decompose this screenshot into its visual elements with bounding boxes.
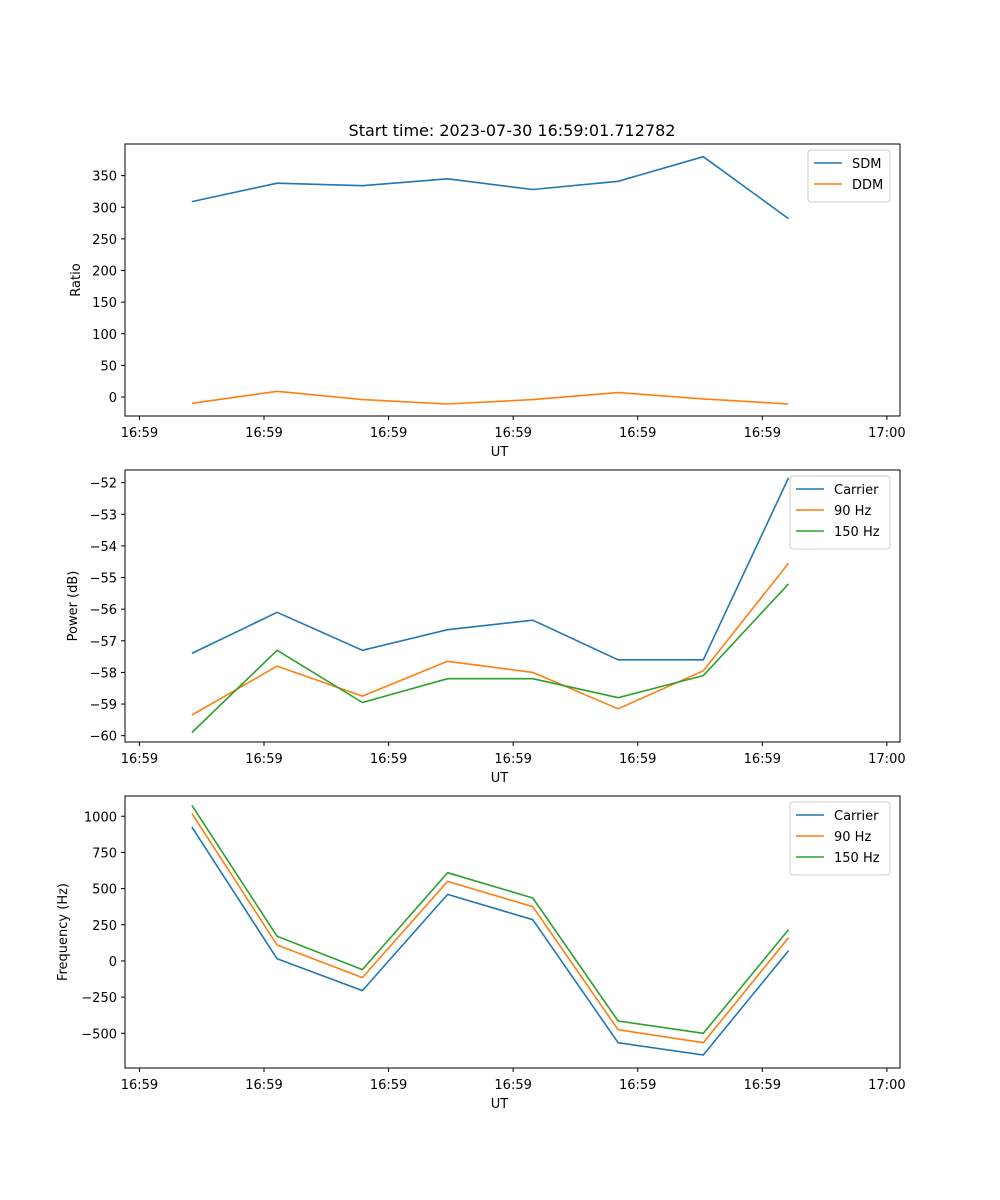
x-tick-label: 16:59: [744, 752, 781, 767]
legend-label: DDM: [852, 178, 883, 193]
y-tick-label: −60: [90, 730, 117, 745]
series-line-sdm: [191, 155, 789, 220]
legend-label: 150 Hz: [834, 525, 880, 540]
panel-1: 16:59 16:59 16:59 16:59 16:59 16:59 17:00 0 50 10…: [69, 143, 906, 460]
x-axis-label: UT: [491, 1097, 509, 1112]
y-tick-label: 0: [109, 391, 117, 406]
y-tick-label: −57: [90, 635, 117, 650]
chart-title: Start time: 2023-07-30 16:59:01.712782: [349, 121, 676, 140]
x-tick-label: 16:59: [370, 752, 407, 767]
legend: Carrier 90 Hz 150 Hz: [789, 475, 891, 550]
y-tick-label: 350: [92, 170, 117, 185]
x-tick-label: 16:59: [121, 1078, 158, 1093]
x-axis-label: UT: [491, 445, 509, 460]
y-axis-label: Frequency (Hz): [56, 883, 71, 981]
legend-label: SDM: [852, 157, 881, 172]
y-tick-label: 0: [109, 955, 117, 970]
y-tick-label: 150: [92, 296, 117, 311]
y-tick-label: 50: [100, 359, 117, 374]
legend-label: 150 Hz: [834, 851, 880, 866]
y-tick-label: −250: [81, 991, 117, 1006]
x-tick-label: 16:59: [619, 752, 656, 767]
y-tick-label: −54: [90, 540, 117, 555]
y-tick-label: 500: [92, 883, 117, 898]
legend-label: 90 Hz: [834, 830, 871, 845]
legend-label: Carrier: [834, 809, 879, 824]
y-tick-label: 750: [92, 846, 117, 861]
x-tick-label: 16:59: [121, 426, 158, 441]
axes-frame: [124, 795, 901, 1069]
x-tick-label: 16:59: [744, 1078, 781, 1093]
x-tick-label: 16:59: [370, 1078, 407, 1093]
x-tick-label: 16:59: [370, 426, 407, 441]
x-tick-label: 17:00: [868, 752, 905, 767]
legend: SDM DDM: [807, 149, 891, 203]
y-tick-label: −55: [90, 572, 117, 587]
x-tick-label: 17:00: [868, 426, 905, 441]
x-tick-label: 16:59: [494, 1078, 531, 1093]
series-line-90-hz: [191, 562, 790, 716]
x-tick-label: 16:59: [245, 426, 282, 441]
x-tick-label: 16:59: [121, 752, 158, 767]
y-tick-label: −59: [90, 698, 117, 713]
panels: 16:59 16:59 16:59 16:59 16:59 16:59 17:00 0 50 10…: [56, 143, 906, 1112]
series-line-carrier: [191, 477, 790, 661]
series-line-150-hz: [191, 583, 790, 734]
panel-2: 16:59 16:59 16:59 16:59 16:59 16:59 17:00 −60 −5…: [66, 469, 906, 786]
x-axis-label: UT: [491, 771, 509, 786]
x-tick-label: 17:00: [868, 1078, 905, 1093]
legend-label: Carrier: [834, 483, 879, 498]
y-tick-label: 250: [92, 919, 117, 934]
x-tick-label: 16:59: [245, 1078, 282, 1093]
y-axis-label: Ratio: [69, 263, 84, 296]
y-tick-label: −500: [81, 1027, 117, 1042]
y-tick-label: 100: [92, 328, 117, 343]
y-tick-label: −58: [90, 666, 117, 681]
y-tick-label: −52: [90, 477, 117, 492]
x-tick-label: 16:59: [744, 426, 781, 441]
y-tick-label: 1000: [84, 810, 117, 825]
axes-frame: [124, 143, 901, 417]
y-tick-label: −53: [90, 508, 117, 523]
axes-frame: [124, 469, 901, 743]
y-tick-label: 250: [92, 233, 117, 248]
x-tick-label: 16:59: [494, 426, 531, 441]
series-line-150-hz: [191, 804, 790, 1035]
x-tick-label: 16:59: [619, 1078, 656, 1093]
y-tick-label: 300: [92, 201, 117, 216]
series-line-carrier: [191, 826, 790, 1056]
x-tick-label: 16:59: [245, 752, 282, 767]
x-tick-label: 16:59: [494, 752, 531, 767]
series-line-ddm: [191, 390, 789, 405]
series-line-90-hz: [191, 812, 790, 1044]
y-axis-label: Power (dB): [66, 571, 81, 642]
y-tick-label: −56: [90, 603, 117, 618]
x-tick-label: 16:59: [619, 426, 656, 441]
panel-3: 16:59 16:59 16:59 16:59 16:59 16:59 17:00 −500 −…: [56, 795, 906, 1112]
legend-label: 90 Hz: [834, 504, 871, 519]
y-tick-label: 200: [92, 265, 117, 280]
legend: Carrier 90 Hz 150 Hz: [789, 801, 891, 876]
